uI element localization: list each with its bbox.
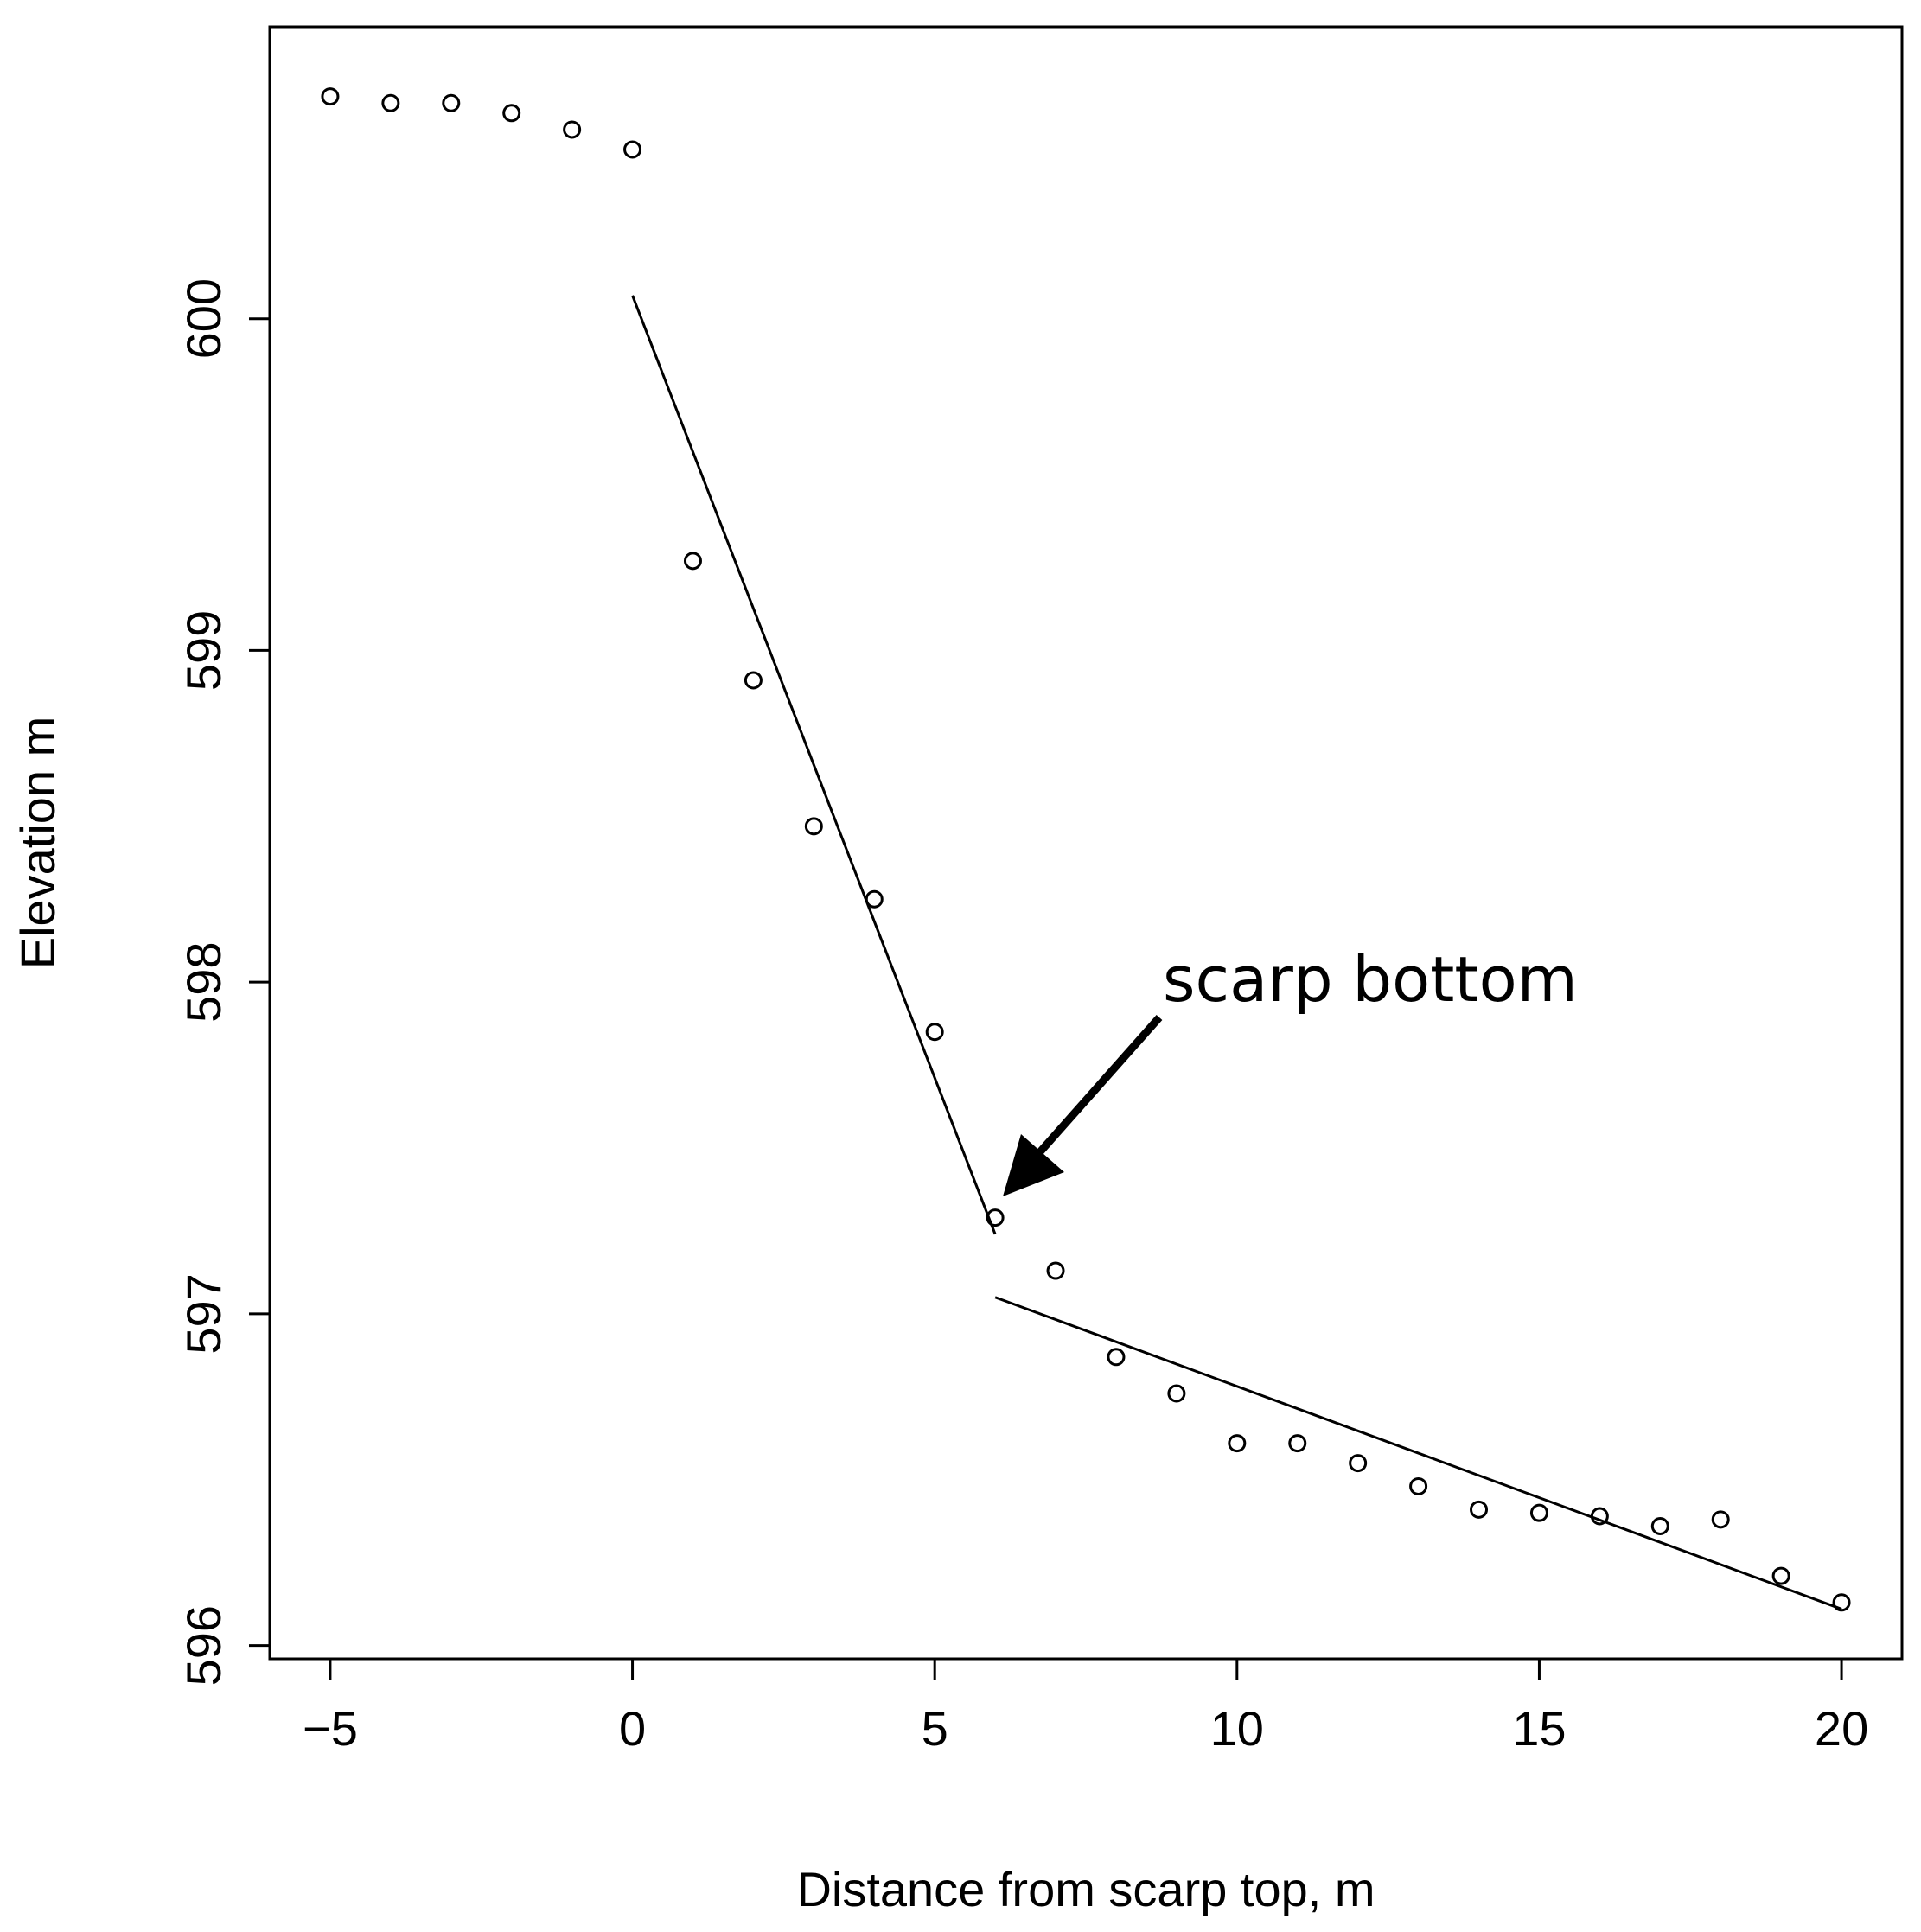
- x-tick-label: 15: [1512, 1701, 1566, 1756]
- y-tick-label: 600: [176, 278, 231, 359]
- data-point: [925, 1023, 944, 1042]
- plot-frame: [268, 25, 1904, 1661]
- data-point: [744, 671, 763, 690]
- y-tick-label: 599: [176, 610, 231, 691]
- data-point: [865, 889, 884, 909]
- fit-lines: [631, 295, 1842, 1610]
- x-tick-label: 0: [619, 1701, 646, 1756]
- x-axis: −5 0 5 10 15 20: [303, 1657, 1868, 1756]
- data-point: [1107, 1348, 1126, 1367]
- annotation-arrow-shaft: [1034, 1015, 1163, 1157]
- data-point: [381, 93, 400, 112]
- data-point: [1650, 1517, 1669, 1536]
- x-tick-label: 20: [1815, 1701, 1868, 1756]
- x-tick-label: 5: [922, 1701, 948, 1756]
- fit-line: [994, 1296, 1842, 1610]
- annotation-arrow-head: [1003, 1134, 1064, 1196]
- data-point: [1590, 1507, 1609, 1526]
- y-tick-label: 597: [176, 1273, 231, 1354]
- data-point: [442, 93, 461, 112]
- data-point: [563, 120, 582, 139]
- data-point: [1470, 1500, 1489, 1519]
- data-point: [1711, 1510, 1730, 1529]
- data-point: [502, 104, 521, 123]
- data-point: [804, 817, 823, 836]
- y-axis: 596 597 598 599 600: [176, 278, 271, 1686]
- y-tick-label: 598: [176, 941, 231, 1022]
- data-point: [1832, 1593, 1851, 1612]
- data-point: [1529, 1503, 1548, 1522]
- scarp-bottom-annotation: scarp bottom: [1003, 943, 1578, 1196]
- data-point: [1228, 1434, 1247, 1453]
- data-point: [1046, 1261, 1065, 1280]
- x-axis-title: Distance from scarp top, m: [796, 1862, 1375, 1916]
- x-tick-label: −5: [303, 1701, 358, 1756]
- fit-line: [631, 295, 997, 1235]
- y-tick-label: 596: [176, 1605, 231, 1686]
- data-point: [1288, 1434, 1307, 1453]
- data-point: [683, 552, 702, 571]
- data-point: [986, 1208, 1005, 1227]
- data-point: [1167, 1384, 1186, 1403]
- data-point: [623, 140, 642, 159]
- data-point: [1771, 1566, 1790, 1585]
- annotation-label: scarp bottom: [1163, 943, 1578, 1016]
- data-point: [321, 87, 340, 106]
- data-points: [321, 87, 1851, 1612]
- data-point: [1409, 1476, 1428, 1495]
- x-tick-label: 10: [1210, 1701, 1264, 1756]
- data-point: [1349, 1454, 1368, 1473]
- y-axis-title: Elevation m: [10, 717, 65, 970]
